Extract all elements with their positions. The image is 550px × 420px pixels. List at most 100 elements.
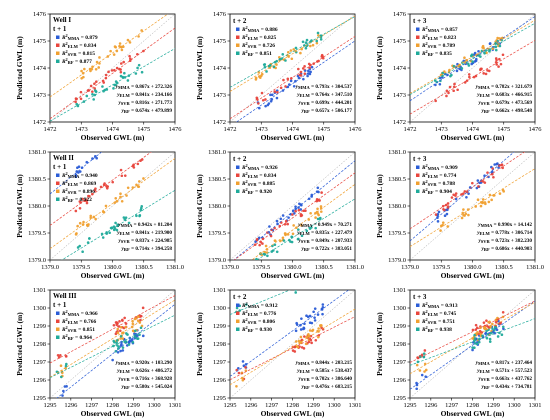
y-axis-label: Predicted GWL (m) xyxy=(15,36,24,100)
data-point-elm xyxy=(121,319,124,322)
data-point-elm xyxy=(110,69,114,72)
x-tick-label: 1296 xyxy=(424,402,438,409)
data-point-elm xyxy=(297,208,301,212)
data-point-elm xyxy=(454,192,458,195)
data-point-mma xyxy=(109,148,112,151)
fit-line-svr xyxy=(410,19,535,94)
data-point-mma xyxy=(415,387,418,391)
fit-line-elm xyxy=(50,295,175,364)
data-point-rf xyxy=(136,66,139,70)
data-point-rf xyxy=(305,229,309,233)
legend-r2-svr: R2SVR = 0.815 xyxy=(61,49,95,57)
data-point-svr xyxy=(481,46,484,49)
data-point-elm xyxy=(491,172,494,176)
y-tick-label: 1380.0 xyxy=(28,203,46,210)
data-point-rf xyxy=(300,287,303,290)
data-point-elm xyxy=(85,201,89,205)
data-point-rf xyxy=(485,336,489,340)
data-point-mma xyxy=(294,329,298,333)
data-point-svr xyxy=(290,57,294,61)
y-tick-label: 1295 xyxy=(393,395,406,402)
x-tick-label: 1301 xyxy=(529,402,542,409)
data-point-svr xyxy=(460,216,464,220)
data-point-rf xyxy=(307,287,310,290)
data-point-rf xyxy=(123,340,127,344)
data-point-rf xyxy=(489,331,493,335)
data-point-rf xyxy=(123,218,127,221)
data-point-svr xyxy=(292,224,295,227)
data-point-elm xyxy=(104,73,108,77)
y-tick-label: 1379.0 xyxy=(28,257,46,264)
data-point-svr xyxy=(113,45,117,48)
y-tick-label: 1298 xyxy=(213,341,226,348)
legend-r2-mma: R2MMA = 0.886 xyxy=(241,25,278,33)
data-point-mma xyxy=(484,332,487,335)
data-point-svr xyxy=(116,331,120,335)
data-point-svr xyxy=(492,194,495,197)
data-point-svr xyxy=(128,41,132,44)
y-tick-label: 1295 xyxy=(33,395,46,402)
y-tick-label: 1301 xyxy=(393,287,406,294)
data-point-mma xyxy=(271,93,274,97)
data-point-svr xyxy=(131,186,135,189)
data-point-mma xyxy=(287,216,290,219)
x-tick-label: 1380.0 xyxy=(464,264,482,271)
data-point-elm xyxy=(467,73,471,76)
data-point-elm xyxy=(453,82,456,86)
fit-equation-elm: yELM = 0.683x + 466.915 xyxy=(476,92,532,98)
y-tick-label: 1474 xyxy=(33,65,47,72)
data-point-mma xyxy=(300,317,303,320)
chart-panel-1: 1472 1473 1474 1475 1476 1472 1473 1474 1475 1476… xyxy=(15,11,182,142)
data-point-svr xyxy=(137,315,140,318)
data-point-svr xyxy=(258,75,261,78)
x-tick-label: 1380.0 xyxy=(284,264,302,271)
legend-marker-elm xyxy=(56,181,60,185)
data-point-elm xyxy=(317,59,320,63)
legend-marker-rf xyxy=(416,51,420,55)
data-point-svr xyxy=(273,239,277,242)
data-point-svr xyxy=(265,248,269,251)
data-point-rf xyxy=(122,216,126,219)
fit-line-mma xyxy=(56,303,175,398)
data-point-rf xyxy=(131,340,135,344)
data-point-mma xyxy=(455,69,459,73)
y-tick-label: 1380.5 xyxy=(208,176,226,183)
data-point-rf xyxy=(488,48,492,52)
data-point-elm xyxy=(78,207,82,210)
data-point-elm xyxy=(91,90,94,93)
data-point-elm xyxy=(463,190,467,193)
fit-equation-rf: yRF = 0.674x + 479.899 xyxy=(120,108,172,114)
data-point-rf xyxy=(133,335,137,339)
data-point-rf xyxy=(492,329,496,332)
data-point-rf xyxy=(477,340,481,344)
data-point-elm xyxy=(118,320,121,323)
y-tick-label: 1297 xyxy=(213,359,227,366)
legend-marker-elm xyxy=(56,319,60,323)
data-point-elm xyxy=(260,91,264,95)
data-point-mma xyxy=(437,210,441,214)
x-tick-label: 1381.0 xyxy=(346,264,364,271)
fit-line-svr xyxy=(410,301,535,375)
data-point-mma xyxy=(77,171,80,174)
data-point-svr xyxy=(463,214,466,217)
data-point-elm xyxy=(481,180,485,183)
data-point-elm xyxy=(120,174,124,178)
legend-r2-rf: R2RF = 0.877 xyxy=(61,57,92,65)
data-point-elm xyxy=(309,334,313,338)
data-point-mma xyxy=(316,313,320,316)
data-point-rf xyxy=(294,46,298,50)
data-point-svr xyxy=(489,324,492,328)
data-point-svr xyxy=(292,48,295,51)
fit-equation-elm: yELM = 0.585x + 538.437 xyxy=(296,368,352,374)
data-point-mma xyxy=(307,197,311,201)
data-point-rf xyxy=(88,237,91,240)
data-point-rf xyxy=(119,334,123,338)
data-point-elm xyxy=(269,234,273,238)
data-point-mma xyxy=(281,214,285,217)
data-point-mma xyxy=(141,334,145,338)
fit-equation-rf: yRF = 0.686x + 440.903 xyxy=(480,246,532,252)
data-point-mma xyxy=(415,381,418,385)
data-point-elm xyxy=(468,75,471,79)
data-point-rf xyxy=(316,217,320,221)
